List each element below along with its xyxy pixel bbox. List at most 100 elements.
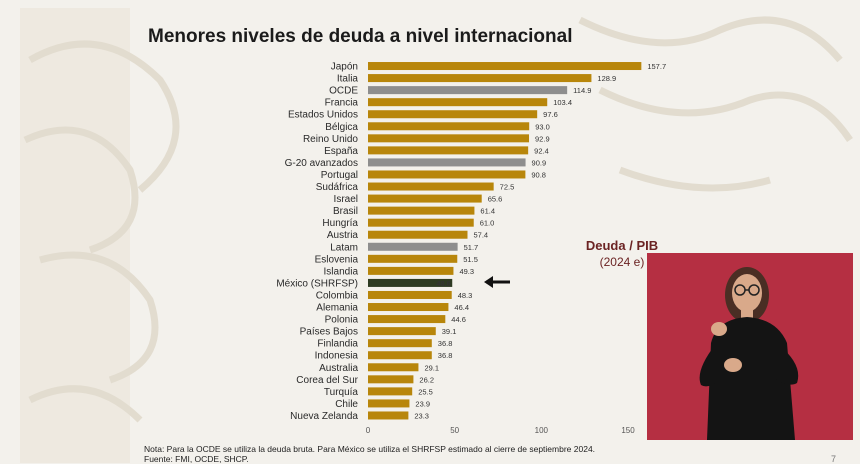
value-label: 39.1: [442, 327, 457, 336]
bar: [368, 387, 413, 396]
metric-title: Deuda / PIB: [585, 238, 659, 253]
category-label: Sudáfrica: [316, 182, 359, 193]
arrow-icon: [484, 276, 510, 288]
value-label: 36.8: [438, 351, 453, 360]
value-label: 61.0: [480, 219, 495, 228]
category-label: Japón: [331, 62, 358, 73]
bar: [368, 206, 475, 215]
category-label: Hungría: [322, 218, 358, 229]
category-label: Francia: [325, 98, 359, 109]
value-label: 72.5: [500, 183, 515, 192]
value-label: 49.3: [459, 267, 474, 276]
bar: [368, 86, 568, 95]
bar: [368, 351, 432, 360]
value-label: 92.4: [534, 146, 549, 155]
page-number: 7: [831, 454, 837, 464]
value-label: 48.6: [436, 279, 451, 288]
x-tick-label: 50: [450, 426, 459, 435]
x-tick-label: 0: [366, 426, 371, 435]
footnote: Nota: Para la OCDE se utiliza la deuda b…: [144, 444, 595, 464]
bar: [368, 62, 642, 71]
x-axis: 0 50 100 150: [366, 426, 635, 435]
bar: [368, 182, 494, 191]
value-label: 51.7: [464, 243, 479, 252]
value-label: 29.1: [424, 363, 439, 372]
bar: [368, 134, 530, 143]
category-label: Indonesia: [315, 351, 359, 362]
value-label: 44.6: [451, 315, 466, 324]
bar: [368, 98, 548, 107]
bar: [368, 278, 453, 287]
bar: [368, 122, 530, 131]
category-label: Estados Unidos: [288, 110, 358, 121]
value-label: 114.9: [573, 86, 591, 95]
value-label: 97.6: [543, 110, 558, 119]
bar: [368, 339, 432, 348]
bar: [368, 74, 592, 83]
bar: [368, 363, 419, 372]
sign-language-interpreter-video: [647, 253, 853, 440]
bar: [368, 327, 436, 336]
category-label: Brasil: [333, 206, 358, 217]
category-label: Bélgica: [325, 122, 358, 133]
metric-subtitle: (2024 e): [599, 255, 645, 269]
bar: [368, 375, 414, 384]
category-label: Australia: [319, 363, 358, 374]
value-label: 157.7: [647, 62, 666, 71]
bar: [368, 315, 446, 324]
bar: [368, 290, 452, 299]
value-label: 46.4: [454, 303, 469, 312]
bar: [368, 218, 474, 227]
bar: [368, 266, 454, 275]
value-label: 90.9: [532, 158, 547, 167]
value-label: 51.5: [463, 255, 478, 264]
category-label: Colombia: [316, 290, 359, 301]
category-label: Alemania: [316, 303, 358, 314]
value-label: 128.9: [597, 74, 616, 83]
footnote-note: Nota: Para la OCDE se utiliza la deuda b…: [144, 444, 596, 454]
value-label: 57.4: [473, 231, 488, 240]
value-label: 25.5: [418, 387, 433, 396]
category-label: Islandia: [324, 266, 359, 277]
category-label: Eslovenia: [315, 254, 359, 265]
x-tick-label: 150: [621, 426, 635, 435]
metric-legend: Deuda / PIB (2024 e): [566, 238, 678, 269]
bar: [368, 399, 410, 408]
category-label: Nueva Zelanda: [290, 411, 358, 422]
value-label: 92.9: [535, 134, 550, 143]
bar: [368, 110, 538, 119]
bar: [368, 230, 468, 239]
footnote-source: Fuente: FMI, OCDE, SHCP.: [144, 454, 249, 464]
bar: [368, 254, 458, 263]
value-label: 93.0: [535, 122, 550, 131]
bar: [368, 146, 529, 155]
category-label: Chile: [335, 399, 358, 410]
category-label: Italia: [337, 74, 359, 85]
category-label: Latam: [330, 242, 358, 253]
chart-title: Menores niveles de deuda a nivel interna…: [148, 26, 573, 47]
value-label: 48.3: [458, 291, 473, 300]
category-label: Portugal: [321, 170, 358, 181]
bar: [368, 194, 482, 203]
value-label: 23.9: [415, 399, 430, 408]
category-label: Corea del Sur: [296, 375, 358, 386]
category-label: España: [324, 146, 358, 157]
x-tick-label: 100: [535, 426, 549, 435]
bar: [368, 303, 449, 312]
bar: [368, 411, 409, 420]
bar: [368, 158, 526, 167]
value-label: 26.2: [419, 375, 434, 384]
bar: [368, 170, 526, 179]
category-label: Países Bajos: [300, 327, 358, 338]
category-label: Finlandia: [317, 339, 358, 350]
value-label: 23.3: [414, 411, 429, 420]
category-label: Austria: [327, 230, 359, 241]
value-label: 65.6: [488, 195, 503, 204]
value-label: 61.4: [480, 207, 495, 216]
category-label: Reino Unido: [303, 134, 358, 145]
category-label: Turquía: [324, 387, 359, 398]
category-label: OCDE: [329, 86, 358, 97]
value-label: 90.8: [531, 170, 546, 179]
